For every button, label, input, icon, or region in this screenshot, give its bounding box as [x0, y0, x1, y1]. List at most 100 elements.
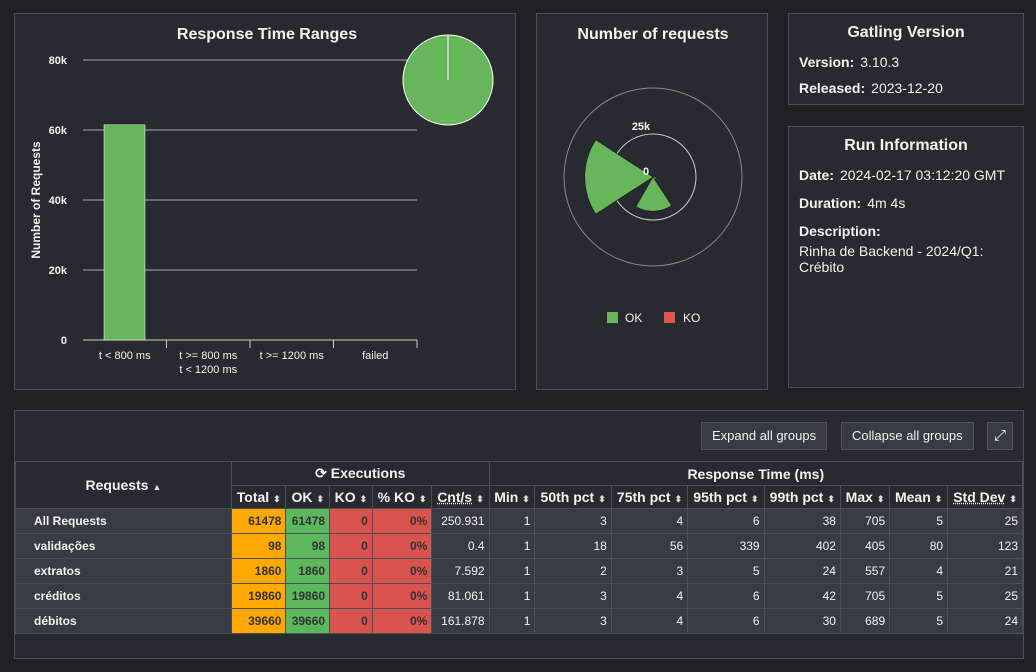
table-cell: 1 — [488, 583, 536, 609]
requests-chart-title: Number of requests — [577, 26, 728, 43]
table-cell: 56 — [610, 533, 689, 559]
column-header-label: OK — [291, 489, 313, 505]
response-time-header: Response Time (ms) — [488, 461, 1024, 486]
description-value: Rinha de Backend - 2024/Q1: Crébito — [799, 243, 984, 275]
column-header[interactable]: % KO ⬍ — [371, 485, 433, 509]
request-name[interactable]: validações — [15, 533, 232, 559]
table-cell: 0 — [329, 583, 373, 609]
table-cell: 0% — [371, 583, 433, 609]
r-tick-0: 0 — [643, 166, 649, 178]
table-cell: 1860 — [285, 558, 331, 584]
table-cell: 98 — [285, 533, 331, 559]
table-cell: 21 — [947, 558, 1023, 584]
sort-icon: ⬍ — [522, 494, 530, 504]
table-cell: 405 — [839, 533, 891, 559]
x-tick-label: t >= 800 ms — [179, 350, 238, 362]
table-row[interactable]: extratos 1860 1860 0 0% 7.592 1 2 3 5 24 557 4 21 — [15, 558, 1023, 584]
request-name[interactable]: All Requests — [15, 508, 232, 534]
range-chart-title: Response Time Ranges — [177, 26, 357, 43]
column-header-label: Total — [236, 489, 270, 505]
table-cell: 0% — [371, 558, 433, 584]
column-header[interactable]: 99th pct ⬍ — [763, 485, 841, 509]
y-tick-label: 80k — [49, 55, 68, 67]
table-cell: 0 — [329, 533, 373, 559]
sort-icon: ⬍ — [359, 494, 368, 504]
table-cell: 39660 — [285, 608, 331, 634]
column-header[interactable]: Std Dev ⬍ — [947, 485, 1023, 509]
column-header[interactable]: OK ⬍ — [285, 485, 331, 509]
column-header-label: 50th pct — [540, 489, 595, 505]
table-cell: 19860 — [230, 583, 287, 609]
gatling-title: Gatling Version — [847, 24, 965, 41]
table-cell: 39660 — [230, 608, 287, 634]
table-row[interactable]: All Requests 61478 61478 0 0% 250.931 1 3 4 6 38 70… — [15, 508, 1023, 534]
date-label: Date: — [799, 167, 835, 183]
table-cell: 4 — [610, 608, 689, 634]
request-name[interactable]: créditos — [15, 583, 232, 609]
statistics-table: Requests ▲ ⟳ Executions Response Time (ms… — [15, 461, 1024, 634]
column-header-label: Cnt/s — [437, 489, 473, 505]
column-header[interactable]: 50th pct ⬍ — [534, 485, 612, 509]
requests-header[interactable]: Requests ▲ — [15, 461, 232, 509]
y-axis-label: Number of Requests — [29, 141, 43, 259]
column-header-label: Max — [845, 489, 873, 505]
date-value: 2024-02-17 03:12:20 GMT — [840, 167, 1006, 183]
column-header[interactable]: Total ⬍ — [230, 485, 287, 509]
y-tick-label: 60k — [49, 125, 68, 137]
table-cell: 0 — [329, 508, 373, 534]
x-tick-label: t < 800 ms — [99, 350, 151, 362]
table-row[interactable]: créditos 19860 19860 0 0% 81.061 1 3 4 6 42 705 5 25 — [15, 583, 1023, 609]
column-header[interactable]: 75th pct ⬍ — [610, 485, 689, 509]
table-cell: 0% — [371, 533, 433, 559]
legend-ok-label[interactable]: OK — [625, 311, 642, 325]
table-cell: 402 — [763, 533, 841, 559]
column-header[interactable]: Mean ⬍ — [889, 485, 949, 509]
column-header-label: Mean — [894, 489, 931, 505]
requests-polar-chart: Number of requests 25k 0 OK KO — [563, 26, 743, 325]
table-row[interactable]: validações 98 98 0 0% 0.4 1 18 56 339 402 405 80 123 — [15, 533, 1023, 559]
column-header[interactable]: Max ⬍ — [839, 485, 891, 509]
outer-grid-circle — [563, 87, 743, 267]
column-header[interactable]: KO ⬍ — [329, 485, 373, 509]
run-information-panel: Run Information Date: 2024-02-17 03:12:20… — [788, 126, 1024, 388]
request-name[interactable]: débitos — [15, 608, 232, 634]
table-cell: 161.878 — [431, 608, 490, 634]
polar-sector-3[interactable] — [584, 139, 654, 215]
polar-sector-2[interactable] — [635, 176, 673, 212]
table-cell: 24 — [763, 558, 841, 584]
column-header[interactable]: Cnt/s ⬍ — [431, 485, 490, 509]
table-cell: 3 — [534, 608, 612, 634]
collapse-all-groups-button[interactable]: Collapse all groups — [841, 422, 974, 450]
refresh-icon: ⟳ — [315, 465, 327, 481]
column-header-label: 75th pct — [616, 489, 671, 505]
table-cell: 3 — [534, 583, 612, 609]
table-cell: 3 — [534, 508, 612, 534]
request-name[interactable]: extratos — [15, 558, 232, 584]
sort-icon: ⬍ — [876, 494, 885, 504]
column-header[interactable]: Min ⬍ — [488, 485, 536, 509]
version-value: 3.10.3 — [860, 54, 900, 70]
sort-icon: ⬍ — [419, 494, 427, 504]
table-cell: 98 — [230, 533, 287, 559]
table-cell: 1 — [488, 508, 536, 534]
x-tick-label: t < 1200 ms — [179, 364, 237, 376]
column-header[interactable]: 95th pct ⬍ — [687, 485, 765, 509]
table-cell: 24 — [947, 608, 1023, 634]
sort-icon: ⬍ — [827, 494, 835, 504]
table-cell: 19860 — [285, 583, 331, 609]
table-cell: 7.592 — [431, 558, 490, 584]
sort-icon: ⬍ — [1009, 494, 1017, 504]
bar[interactable] — [103, 124, 146, 341]
expand-all-groups-button[interactable]: Expand all groups — [701, 422, 828, 450]
sort-icon: ⬍ — [476, 494, 484, 504]
table-cell: 81.061 — [431, 583, 490, 609]
table-cell: 38 — [763, 508, 841, 534]
legend-ko-label[interactable]: KO — [683, 311, 700, 325]
sort-asc-icon: ▲ — [152, 482, 162, 492]
table-row[interactable]: débitos 39660 39660 0 0% 161.878 1 3 4 6 30 689 5 24 — [15, 608, 1023, 634]
table-cell: 4 — [610, 508, 689, 534]
table-cell: 0 — [329, 558, 373, 584]
column-header-label: % KO — [377, 489, 415, 505]
fullscreen-icon[interactable]: ⤢ — [987, 422, 1013, 450]
gatling-version-panel: Gatling Version Version: 3.10.3 Released:… — [788, 13, 1024, 105]
